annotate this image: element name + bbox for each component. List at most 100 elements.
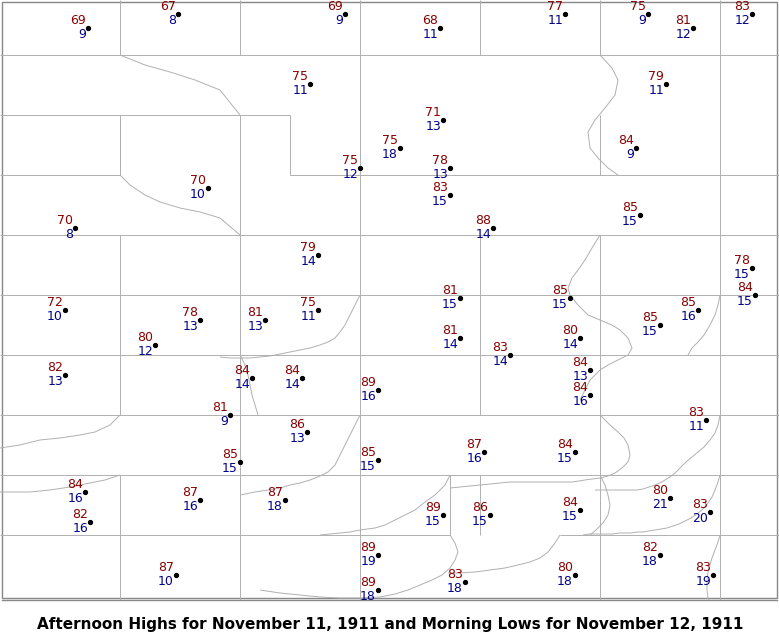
Text: 15: 15 bbox=[432, 195, 448, 208]
Text: 15: 15 bbox=[557, 452, 573, 465]
Text: 13: 13 bbox=[182, 320, 198, 333]
Text: 85: 85 bbox=[622, 201, 638, 214]
Text: 19: 19 bbox=[360, 555, 376, 568]
Text: 83: 83 bbox=[688, 406, 704, 419]
Text: 14: 14 bbox=[234, 378, 250, 391]
Text: 18: 18 bbox=[267, 500, 283, 513]
Text: 81: 81 bbox=[442, 284, 458, 297]
Text: 84: 84 bbox=[284, 364, 300, 377]
Text: 13: 13 bbox=[432, 168, 448, 181]
Text: 15: 15 bbox=[562, 510, 578, 523]
Text: 72: 72 bbox=[47, 296, 63, 309]
Text: 87: 87 bbox=[182, 486, 198, 499]
Text: 9: 9 bbox=[626, 148, 634, 161]
Text: 11: 11 bbox=[422, 28, 438, 41]
Text: 84: 84 bbox=[572, 381, 588, 394]
Text: 9: 9 bbox=[335, 14, 343, 27]
Text: 15: 15 bbox=[622, 215, 638, 228]
Text: 18: 18 bbox=[360, 590, 376, 603]
Text: 78: 78 bbox=[734, 254, 750, 267]
Text: 11: 11 bbox=[300, 310, 316, 323]
Text: 15: 15 bbox=[360, 460, 376, 473]
Text: 85: 85 bbox=[360, 446, 376, 459]
Text: 16: 16 bbox=[467, 452, 482, 465]
Text: 16: 16 bbox=[360, 390, 376, 403]
Text: 84: 84 bbox=[572, 356, 588, 369]
Text: 87: 87 bbox=[466, 438, 482, 451]
Text: 16: 16 bbox=[72, 522, 88, 535]
Text: Afternoon Highs for November 11, 1911 and Morning Lows for November 12, 1911: Afternoon Highs for November 11, 1911 an… bbox=[37, 618, 743, 632]
Text: 89: 89 bbox=[360, 376, 376, 389]
Text: 12: 12 bbox=[735, 14, 750, 27]
Text: 16: 16 bbox=[182, 500, 198, 513]
Text: 84: 84 bbox=[618, 134, 634, 147]
Text: 14: 14 bbox=[562, 338, 578, 351]
Text: 15: 15 bbox=[442, 298, 458, 311]
Text: 14: 14 bbox=[442, 338, 458, 351]
Text: 69: 69 bbox=[70, 14, 86, 27]
Text: 75: 75 bbox=[382, 134, 398, 147]
Text: 15: 15 bbox=[425, 515, 441, 528]
Text: 89: 89 bbox=[360, 541, 376, 554]
Text: 85: 85 bbox=[680, 296, 696, 309]
Text: 84: 84 bbox=[562, 496, 578, 509]
Text: 87: 87 bbox=[267, 486, 283, 499]
Text: 86: 86 bbox=[289, 418, 305, 431]
Text: 83: 83 bbox=[447, 568, 463, 581]
Text: 80: 80 bbox=[652, 484, 668, 497]
Text: 83: 83 bbox=[734, 0, 750, 13]
Text: 15: 15 bbox=[222, 462, 238, 475]
Text: 11: 11 bbox=[548, 14, 563, 27]
Text: 15: 15 bbox=[734, 268, 750, 281]
Text: 84: 84 bbox=[737, 281, 753, 294]
Text: 21: 21 bbox=[652, 498, 668, 511]
Text: 83: 83 bbox=[692, 498, 708, 511]
Text: 13: 13 bbox=[247, 320, 263, 333]
Text: 71: 71 bbox=[425, 106, 441, 119]
Text: 10: 10 bbox=[190, 188, 206, 201]
Text: 9: 9 bbox=[220, 415, 228, 428]
Text: 13: 13 bbox=[48, 375, 63, 388]
Text: 81: 81 bbox=[675, 14, 691, 27]
Text: 82: 82 bbox=[642, 541, 658, 554]
Text: 75: 75 bbox=[342, 154, 358, 167]
Text: 8: 8 bbox=[168, 14, 176, 27]
Text: 86: 86 bbox=[472, 501, 488, 514]
Text: 88: 88 bbox=[475, 214, 491, 227]
Text: 85: 85 bbox=[642, 311, 658, 324]
Text: 84: 84 bbox=[557, 438, 573, 451]
Text: 67: 67 bbox=[160, 0, 176, 13]
Text: 12: 12 bbox=[342, 168, 358, 181]
Text: 18: 18 bbox=[382, 148, 398, 161]
Text: 19: 19 bbox=[695, 575, 711, 588]
Text: 84: 84 bbox=[234, 364, 250, 377]
Text: 80: 80 bbox=[557, 561, 573, 574]
Text: 14: 14 bbox=[284, 378, 300, 391]
Text: 12: 12 bbox=[137, 345, 153, 358]
Text: 14: 14 bbox=[300, 255, 316, 268]
Text: 14: 14 bbox=[475, 228, 491, 241]
Text: 82: 82 bbox=[47, 361, 63, 374]
Text: 16: 16 bbox=[680, 310, 696, 323]
Text: 80: 80 bbox=[137, 331, 153, 344]
Text: 11: 11 bbox=[689, 420, 704, 433]
Text: 69: 69 bbox=[327, 0, 343, 13]
Text: 87: 87 bbox=[158, 561, 174, 574]
Text: 15: 15 bbox=[472, 515, 488, 528]
Text: 75: 75 bbox=[292, 70, 308, 83]
Text: 11: 11 bbox=[648, 84, 664, 97]
Text: 68: 68 bbox=[422, 14, 438, 27]
Text: 81: 81 bbox=[212, 401, 228, 414]
Text: 80: 80 bbox=[562, 324, 578, 337]
Text: 9: 9 bbox=[78, 28, 86, 41]
Text: 85: 85 bbox=[552, 284, 568, 297]
Text: 18: 18 bbox=[557, 575, 573, 588]
Text: 81: 81 bbox=[442, 324, 458, 337]
Text: 83: 83 bbox=[695, 561, 711, 574]
Text: 82: 82 bbox=[72, 508, 88, 521]
Text: 11: 11 bbox=[292, 84, 308, 97]
Text: 77: 77 bbox=[547, 0, 563, 13]
Text: 15: 15 bbox=[737, 295, 753, 308]
Text: 89: 89 bbox=[425, 501, 441, 514]
Text: 15: 15 bbox=[552, 298, 568, 311]
